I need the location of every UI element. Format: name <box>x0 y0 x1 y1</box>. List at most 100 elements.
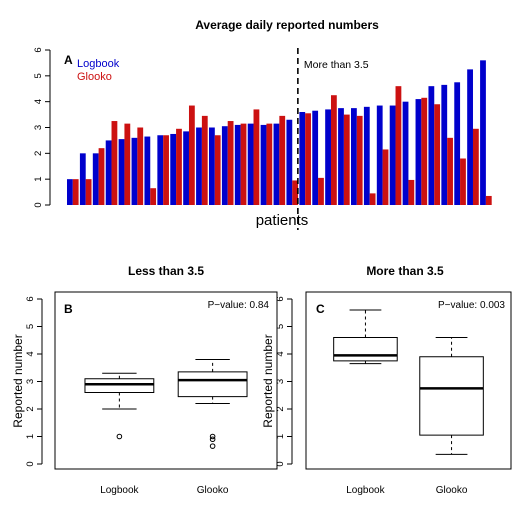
panel-c-y-tick-label: 1 <box>275 434 286 439</box>
bar-glooko <box>72 179 79 205</box>
panel-c-title: More than 3.5 <box>366 264 444 278</box>
bar-glooko <box>111 121 118 205</box>
bar-logbook <box>260 124 267 205</box>
panel-b-box-glooko <box>177 371 248 398</box>
bar-glooko <box>150 188 157 205</box>
bar-glooko <box>98 148 105 205</box>
panel-c-y-tick-label: 2 <box>275 406 286 411</box>
panel-b-category-glooko: Glooko <box>197 485 229 496</box>
panel-b-y-tick-label: 5 <box>25 324 36 329</box>
panel-c-y-axis: 0 1 2 3 4 5 6 <box>275 296 293 467</box>
panel-c-frame <box>305 291 512 470</box>
panel-b-y-tick-label: 0 <box>25 461 36 466</box>
bar-glooko <box>460 158 466 205</box>
panel-b-y-tick-label: 3 <box>25 379 36 384</box>
bar-glooko <box>356 115 363 205</box>
bar-glooko <box>163 135 169 205</box>
panel-b-y-tick-label: 6 <box>25 296 36 301</box>
bar-glooko <box>343 114 350 205</box>
panel-b-pvalue: P−value: 0.84 <box>208 300 270 311</box>
legend-logbook: Logbook <box>77 58 120 70</box>
panel-a-y-tick-label: 0 <box>33 202 44 207</box>
bar-glooko <box>318 177 324 205</box>
panel-b-y-tick-label: 4 <box>25 351 36 356</box>
bar-glooko <box>176 128 182 205</box>
panel-c-y-label: Reported number <box>261 334 275 427</box>
panel-b-outlier-glooko <box>209 443 216 449</box>
bar-glooko <box>188 105 195 205</box>
panel-a-title: Average daily reported numbers <box>195 18 379 32</box>
bar-logbook <box>209 127 215 205</box>
bar-glooko <box>253 109 260 205</box>
bar-glooko <box>214 135 221 205</box>
panel-a-y-tick-label: 4 <box>33 99 44 104</box>
bar-glooko <box>266 123 273 205</box>
threshold-label: More than 3.5 <box>304 59 369 71</box>
panel-c-boxes <box>333 309 484 455</box>
panel-b-outlier-glooko <box>209 433 216 440</box>
bar-glooko <box>137 127 144 205</box>
panel-b-frame <box>54 291 278 470</box>
bar-logbook <box>480 60 486 206</box>
bar-logbook <box>312 110 319 205</box>
bar-logbook <box>415 99 422 205</box>
bar-logbook <box>79 153 86 205</box>
panel-a-y-tick-label: 1 <box>33 177 44 182</box>
bar-logbook <box>325 109 331 205</box>
panel-a-chart: Average daily reported numbers 0 1 2 3 4 5 6 M… <box>33 18 492 230</box>
bar-logbook <box>234 124 241 205</box>
panel-c-pvalue: P−value: 0.003 <box>438 300 505 311</box>
panel-a-y-axis: 0 1 2 3 4 5 6 <box>33 47 51 208</box>
bar-glooko <box>330 95 337 205</box>
panel-b-y-axis: 0 1 2 3 4 5 6 <box>25 296 43 467</box>
bar-glooko <box>279 115 286 205</box>
panel-c-category-glooko: Glooko <box>436 485 468 496</box>
bar-logbook <box>247 123 254 205</box>
panel-b-outlier-glooko <box>209 436 216 443</box>
bar-glooko <box>434 104 441 205</box>
panel-b-category-logbook: Logbook <box>100 485 139 496</box>
bar-logbook <box>144 136 151 205</box>
bar-glooko <box>85 179 92 205</box>
panel-a-y-tick-label: 5 <box>33 73 44 78</box>
bar-logbook <box>67 179 73 205</box>
panel-b-box-logbook <box>84 378 155 393</box>
panel-c-category-logbook: Logbook <box>346 485 385 496</box>
bar-glooko <box>240 123 247 205</box>
bar-logbook <box>196 127 202 205</box>
panel-b-boxes <box>84 359 248 449</box>
panel-a-x-label: patients <box>256 212 309 229</box>
panel-c-box-logbook <box>333 337 398 362</box>
bar-glooko <box>124 123 131 205</box>
bar-logbook <box>286 119 293 205</box>
bar-logbook <box>441 84 448 205</box>
bar-glooko <box>447 137 453 205</box>
bar-glooko <box>421 97 428 205</box>
bar-logbook <box>454 82 461 205</box>
bar-glooko <box>485 195 492 205</box>
bar-logbook <box>131 137 138 205</box>
panel-a-letter: A <box>64 53 73 67</box>
panel-c-y-tick-label: 5 <box>275 324 286 329</box>
bar-logbook <box>92 153 99 205</box>
panel-c-box-glooko <box>419 356 484 436</box>
panel-c-y-tick-label: 4 <box>275 351 286 356</box>
bar-logbook <box>118 139 125 205</box>
bar-glooko <box>227 121 234 205</box>
panel-c-letter: C <box>316 302 325 316</box>
panel-c-y-tick-label: 3 <box>275 379 286 384</box>
panel-c-y-tick-label: 6 <box>275 296 286 301</box>
bar-logbook <box>428 86 435 205</box>
bar-logbook <box>389 105 396 205</box>
panel-b-y-tick-label: 2 <box>25 406 36 411</box>
bar-glooko <box>292 180 299 205</box>
panel-b-y-tick-label: 1 <box>25 434 36 439</box>
panel-a-bars <box>67 60 492 206</box>
bar-logbook <box>221 126 228 205</box>
bar-logbook <box>376 105 383 205</box>
bar-logbook <box>183 131 189 205</box>
bar-logbook <box>338 108 344 205</box>
